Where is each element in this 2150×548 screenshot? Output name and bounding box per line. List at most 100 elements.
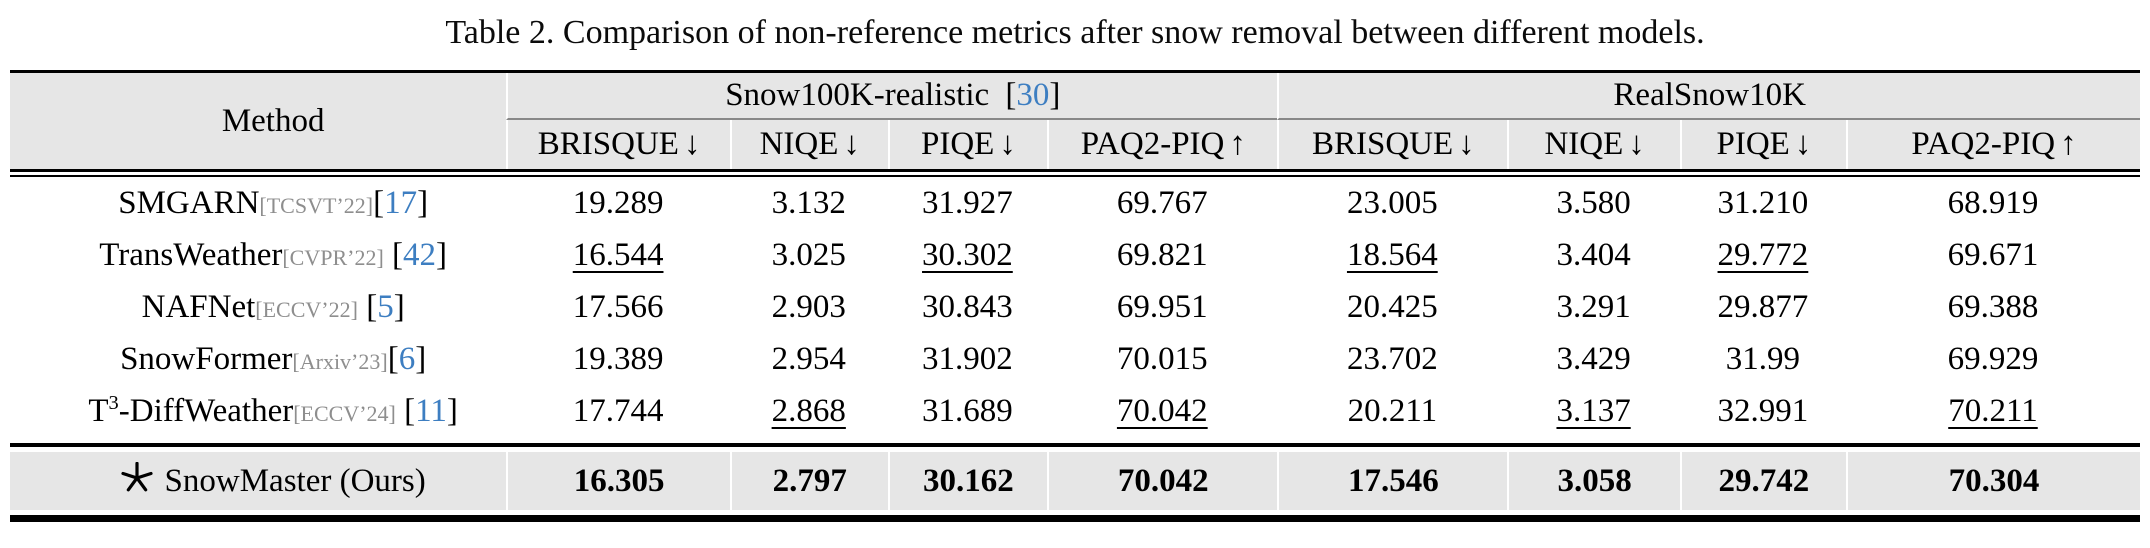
venue-tag: [ECCV’24] <box>293 400 396 426</box>
metric-value: 31.902 <box>887 333 1048 385</box>
metric-value: 16.544 <box>506 229 730 281</box>
metric-value: 69.821 <box>1047 229 1278 281</box>
bottom-gap <box>10 510 2140 515</box>
group-header-snow100k: Snow100K-realistic [30] <box>506 73 1278 120</box>
method-column-header: Method <box>10 73 507 169</box>
citation-link[interactable]: [17] <box>373 184 429 221</box>
method-name: NAFNet <box>141 288 256 325</box>
col-header-niqe-1: NIQE ↓ <box>729 120 888 169</box>
group-header-realsnow10k: RealSnow10K <box>1277 73 2140 120</box>
metric-value: 3.429 <box>1507 333 1680 385</box>
method-name: SnowMaster (Ours) <box>164 463 426 499</box>
table-caption: Table 2. Comparison of non-reference met… <box>445 14 1705 51</box>
table-row-t3diffweather: T3-DiffWeather[ECCV’24] [11] 17.744 2.86… <box>10 385 2140 437</box>
method-name: TransWeather <box>99 236 283 273</box>
metric-value: 69.767 <box>1047 177 1278 229</box>
metrics-table: Method Snow100K-realistic [30] RealSnow1… <box>10 70 2140 522</box>
metric-value: 3.025 <box>729 229 888 281</box>
metric-value: 2.797 <box>729 452 888 510</box>
col-header-piqe-2: PIQE ↓ <box>1679 120 1846 169</box>
metric-value: 70.042 <box>1047 452 1278 510</box>
metric-value: 2.868 <box>729 385 888 437</box>
group-label: RealSnow10K <box>1613 77 1806 113</box>
method-name: SnowFormer <box>120 340 293 377</box>
down-arrow-icon: ↓ <box>1458 126 1475 162</box>
method-name-sup: 3 <box>108 391 119 414</box>
up-arrow-icon: ↑ <box>2060 126 2077 162</box>
table-row-nafnet: NAFNet[ECCV’22] [5] 17.566 2.903 30.843 … <box>10 281 2140 333</box>
metric-value: 18.564 <box>1277 229 1508 281</box>
metric-value: 3.291 <box>1507 281 1680 333</box>
table-row-transweather: TransWeather[CVPR’22] [42] 16.544 3.025 … <box>10 229 2140 281</box>
table-row-snowmaster-ours: SnowMaster (Ours) 16.305 2.797 30.162 70… <box>10 452 2140 510</box>
metric-value: 19.389 <box>506 333 730 385</box>
metric-value: 31.927 <box>887 177 1048 229</box>
col-header-paq2piq-1: PAQ2-PIQ ↑ <box>1047 120 1278 169</box>
metric-value: 19.289 <box>506 177 730 229</box>
metric-value: 69.388 <box>1845 281 2140 333</box>
down-arrow-icon: ↓ <box>683 126 701 162</box>
metric-value: 69.671 <box>1845 229 2140 281</box>
method-cell: TransWeather[CVPR’22] [42] <box>10 229 507 281</box>
method-name: T <box>88 392 109 429</box>
metric-value: 31.689 <box>887 385 1048 437</box>
method-name: SMGARN <box>118 184 260 221</box>
method-cell: SMGARN[TCSVT’22][17] <box>10 177 507 229</box>
metric-value: 29.742 <box>1679 452 1846 510</box>
group-label: Snow100K-realistic <box>725 77 990 113</box>
star-icon <box>120 462 153 492</box>
metric-value: 3.137 <box>1507 385 1680 437</box>
metric-value: 29.772 <box>1679 229 1846 281</box>
col-header-paq2piq-2: PAQ2-PIQ ↑ <box>1845 120 2140 169</box>
metric-value: 30.843 <box>887 281 1048 333</box>
metric-value: 70.042 <box>1047 385 1278 437</box>
down-arrow-icon: ↓ <box>999 126 1016 162</box>
group-header-row: Method Snow100K-realistic [30] RealSnow1… <box>10 73 2140 169</box>
venue-tag: [ECCV’22] <box>255 296 358 322</box>
metric-value: 2.903 <box>729 281 888 333</box>
up-arrow-icon: ↑ <box>1229 126 1246 162</box>
venue-tag: [Arxiv’23] <box>292 348 388 374</box>
metric-value: 68.919 <box>1845 177 2140 229</box>
metric-value: 3.132 <box>729 177 888 229</box>
metric-value: 17.546 <box>1277 452 1508 510</box>
metric-value: 29.877 <box>1679 281 1846 333</box>
col-header-piqe-1: PIQE ↓ <box>887 120 1048 169</box>
metric-value: 30.302 <box>887 229 1048 281</box>
metric-value: 3.404 <box>1507 229 1680 281</box>
citation-link[interactable]: [11] <box>404 392 458 429</box>
metric-value: 20.425 <box>1277 281 1508 333</box>
metric-value: 69.929 <box>1845 333 2140 385</box>
metric-value: 70.015 <box>1047 333 1278 385</box>
citation-link[interactable]: [5] <box>366 288 405 325</box>
down-arrow-icon: ↓ <box>843 126 860 162</box>
metric-value: 31.210 <box>1679 177 1846 229</box>
metric-value: 3.580 <box>1507 177 1680 229</box>
col-header-brisque-2: BRISQUE ↓ <box>1277 120 1508 169</box>
citation-link[interactable]: [42] <box>392 236 448 273</box>
table-row-snowformer: SnowFormer[Arxiv’23][6] 19.389 2.954 31.… <box>10 333 2140 385</box>
citation-link[interactable]: [6] <box>387 340 427 377</box>
metric-value: 2.954 <box>729 333 888 385</box>
metric-value: 23.005 <box>1277 177 1508 229</box>
metric-value: 17.744 <box>506 385 730 437</box>
col-header-brisque-1: BRISQUE ↓ <box>506 120 730 169</box>
method-name-rest: -DiffWeather <box>118 392 294 429</box>
metric-value: 31.99 <box>1679 333 1846 385</box>
table-row-smgarn: SMGARN[TCSVT’22][17] 19.289 3.132 31.927… <box>10 177 2140 229</box>
metric-value: 3.058 <box>1507 452 1680 510</box>
method-cell: NAFNet[ECCV’22] [5] <box>10 281 507 333</box>
method-cell: SnowMaster (Ours) <box>10 452 507 510</box>
metric-value: 23.702 <box>1277 333 1508 385</box>
metric-value: 69.951 <box>1047 281 1278 333</box>
metric-value: 30.162 <box>887 452 1048 510</box>
mid-rule <box>10 437 2140 447</box>
down-arrow-icon: ↓ <box>1628 126 1645 162</box>
metric-value: 17.566 <box>506 281 730 333</box>
citation-link[interactable]: [30] <box>1005 77 1061 113</box>
metric-value: 16.305 <box>506 452 730 510</box>
method-cell: T3-DiffWeather[ECCV’24] [11] <box>10 385 507 437</box>
rule-gap <box>10 447 2140 452</box>
down-arrow-icon: ↓ <box>1794 126 1812 162</box>
metric-value: 70.211 <box>1845 385 2140 437</box>
